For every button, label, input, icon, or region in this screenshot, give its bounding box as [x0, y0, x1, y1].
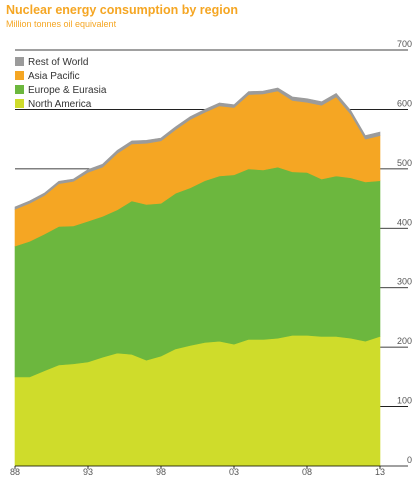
- axes: 0 100 200 300 400 500 600 700 88 93 98 03 08 13: [10, 39, 412, 477]
- y-tick-label: 700: [397, 39, 412, 49]
- area-rest-of-world: [14, 87, 381, 210]
- y-tick-label: 400: [397, 217, 412, 227]
- chart-title: Nuclear energy consumption by region: [6, 3, 238, 17]
- y-tick-label: 200: [397, 336, 412, 346]
- legend: Rest of World Asia Pacific Europe & Eurasi…: [15, 57, 107, 110]
- legend-swatch: [15, 71, 24, 80]
- legend-swatch: [15, 99, 24, 108]
- area-series: [14, 87, 381, 467]
- legend-swatch: [15, 57, 24, 66]
- x-tick-label: 13: [375, 467, 385, 477]
- legend-swatch: [15, 85, 24, 94]
- x-tick-label: 93: [83, 467, 93, 477]
- y-tick-label: 100: [397, 396, 412, 406]
- legend-label: North America: [28, 99, 92, 110]
- legend-label: Rest of World: [28, 57, 88, 68]
- y-tick-label: 300: [397, 277, 412, 287]
- x-tick-label: 08: [302, 467, 312, 477]
- y-tick-label: 0: [407, 455, 412, 465]
- legend-label: Asia Pacific: [28, 71, 80, 82]
- chart-subtitle: Million tonnes oil equivalent: [6, 19, 117, 29]
- y-tick-label: 500: [397, 158, 412, 168]
- legend-label: Europe & Eurasia: [28, 85, 107, 96]
- x-tick-label: 98: [156, 467, 166, 477]
- x-tick-label: 03: [229, 467, 239, 477]
- y-tick-label: 600: [397, 98, 412, 108]
- x-tick-label: 88: [10, 467, 20, 477]
